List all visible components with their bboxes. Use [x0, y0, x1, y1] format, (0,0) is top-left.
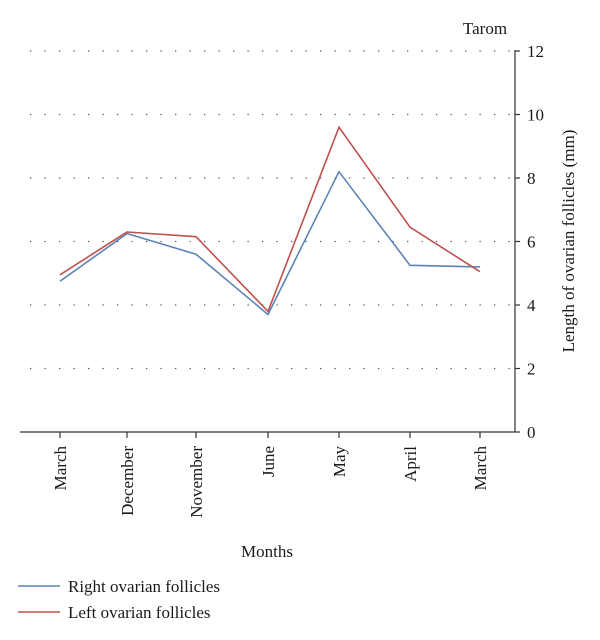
series-line-left: [59, 125, 481, 313]
legend: Right ovarian follicles Left ovarian fol…: [18, 577, 220, 622]
x-axis-title: Months: [241, 542, 293, 561]
legend-item-left: Left ovarian follicles: [18, 603, 211, 622]
y-ticks: 0 2 4 6 8 10 12: [515, 42, 544, 442]
x-ticks: March December November June May April March: [51, 432, 490, 518]
x-tick-label: May: [330, 446, 349, 478]
x-tick-label: June: [259, 446, 278, 477]
series-line-right: [59, 170, 481, 316]
legend-item-right: Right ovarian follicles: [18, 577, 220, 596]
y-axis-title: Length of ovarian follicles (mm): [559, 130, 578, 353]
axes: [20, 50, 516, 433]
x-tick-label: November: [187, 446, 206, 518]
x-tick-label: March: [471, 446, 490, 491]
x-tick-label: December: [118, 446, 137, 516]
y-tick-label: 8: [527, 169, 536, 188]
y-tick-label: 2: [527, 360, 536, 379]
y-tick-label: 12: [527, 42, 544, 61]
legend-label-left: Left ovarian follicles: [68, 603, 211, 622]
series-lines: [59, 125, 481, 316]
y-tick-label: 4: [527, 296, 536, 315]
chart-title: Tarom: [463, 19, 507, 38]
y-tick-label: 10: [527, 106, 544, 125]
y-tick-label: 0: [527, 423, 536, 442]
x-tick-label: April: [401, 446, 420, 482]
x-tick-label: March: [51, 446, 70, 491]
gridlines: [30, 50, 515, 370]
y-tick-label: 6: [527, 233, 536, 252]
legend-label-right: Right ovarian follicles: [68, 577, 220, 596]
